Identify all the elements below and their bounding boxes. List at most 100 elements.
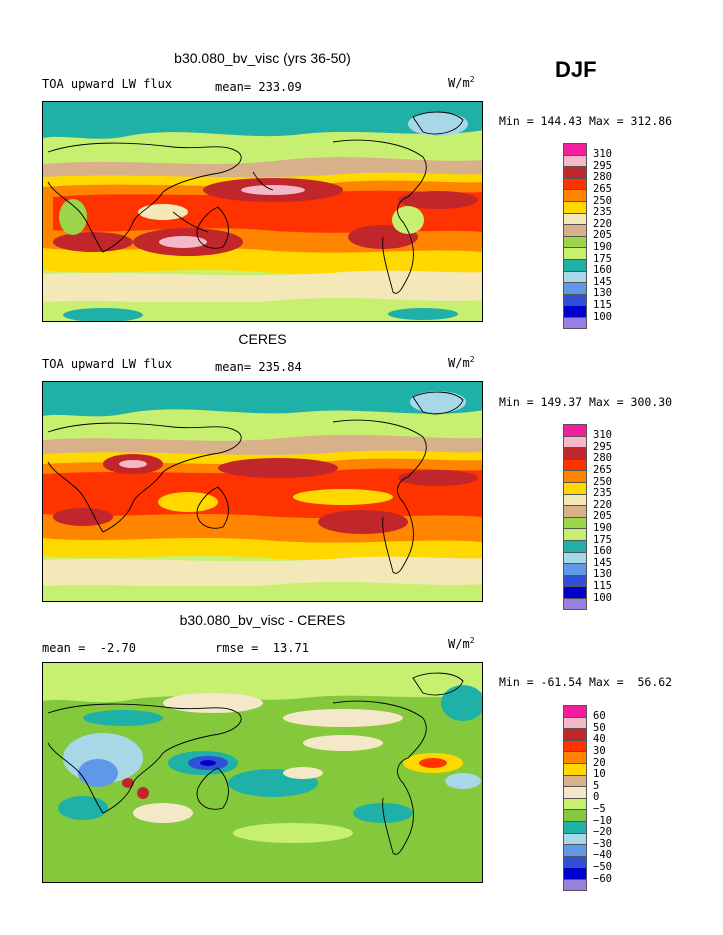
colorbar-level-label: −30	[593, 837, 612, 850]
colorbar-swatch	[563, 705, 587, 717]
colorbar-level-label: 280	[593, 452, 612, 465]
colorbar-level-label: 190	[593, 240, 612, 253]
colorbar-swatch	[563, 586, 587, 598]
panel-2-minmax: Min = 149.37 Max = 300.30	[499, 395, 673, 409]
colorbar-swatch	[563, 855, 587, 868]
colorbar-level-label: 160	[593, 264, 612, 277]
colorbar-level-label: 40	[593, 733, 606, 746]
colorbar-swatch	[563, 316, 587, 329]
colorbar-swatch	[563, 458, 587, 471]
colorbar-level-label: 100	[593, 591, 612, 604]
colorbar-level-label: 0	[593, 791, 600, 804]
colorbar-level-label: −10	[593, 814, 612, 827]
panel-3-rmse-label: rmse = 13.71	[215, 641, 309, 655]
colorbar-level-label: 130	[593, 287, 612, 300]
colorbar-level-label: 265	[593, 463, 612, 476]
colorbar-swatch	[563, 751, 587, 763]
colorbar-swatch	[563, 481, 587, 494]
colorbar-level-label: 175	[593, 252, 612, 265]
colorbar-level-label: −40	[593, 849, 612, 862]
panel-3-minmax: Min = -61.54 Max = 56.62	[499, 675, 673, 689]
colorbar-swatch	[563, 258, 587, 271]
colorbar-level-label: 295	[593, 159, 612, 172]
colorbar-swatch	[563, 247, 587, 259]
colorbar-swatch	[563, 597, 587, 610]
colorbar-swatch	[563, 212, 587, 225]
colorbar-level-label: 235	[593, 206, 612, 219]
colorbar-level-label: 10	[593, 768, 606, 781]
colorbar-swatch	[563, 563, 587, 575]
colorbar-swatch	[563, 551, 587, 564]
colorbar-level-label: 310	[593, 148, 612, 161]
colorbar-level-label: 160	[593, 545, 612, 558]
colorbar-swatch	[563, 844, 587, 856]
panel-3-map	[42, 662, 483, 883]
colorbar-swatch	[563, 786, 587, 798]
colorbar-swatch	[563, 493, 587, 506]
colorbar-level-label: 130	[593, 568, 612, 581]
panel-3-title: b30.080_bv_visc - CERES	[179, 612, 346, 628]
colorbar-level-label: 190	[593, 521, 612, 534]
colorbar-level-label: 5	[593, 779, 600, 792]
colorbar-swatch	[563, 470, 587, 482]
panel-2-title: CERES	[238, 331, 287, 347]
colorbar-swatch	[563, 235, 587, 248]
colorbar-swatch	[563, 189, 587, 201]
panel-3-units: W/m2	[448, 636, 475, 651]
colorbar-level-label: 310	[593, 429, 612, 442]
colorbar-level-label: 280	[593, 171, 612, 184]
colorbar-swatch	[563, 270, 587, 283]
colorbar-swatch	[563, 424, 587, 436]
colorbar-swatch	[563, 166, 587, 178]
colorbar-level-label: 295	[593, 440, 612, 453]
colorbar-swatch	[563, 505, 587, 517]
colorbar-swatch	[563, 739, 587, 752]
colorbar-level-label: 220	[593, 498, 612, 511]
colorbar-level-label: 205	[593, 510, 612, 523]
colorbar-swatch	[563, 820, 587, 833]
colorbar-level-label: −60	[593, 872, 612, 885]
colorbar-level-label: 145	[593, 275, 612, 288]
colorbar-level-label: 115	[593, 579, 612, 592]
panel-1-colorbar	[563, 143, 587, 329]
colorbar-level-label: 235	[593, 487, 612, 500]
colorbar-swatch	[563, 528, 587, 540]
colorbar-swatch	[563, 539, 587, 552]
colorbar-swatch	[563, 809, 587, 821]
panel-1-minmax: Min = 144.43 Max = 312.86	[499, 114, 673, 128]
colorbar-level-label: 30	[593, 744, 606, 757]
colorbar-level-label: −5	[593, 802, 606, 815]
colorbar-level-label: 50	[593, 721, 606, 734]
colorbar-swatch	[563, 716, 587, 729]
colorbar-swatch	[563, 143, 587, 155]
panel-1-title: b30.080_bv_visc (yrs 36-50)	[174, 50, 351, 66]
colorbar-swatch	[563, 774, 587, 787]
panel-1-variable-label: TOA upward LW flux	[42, 77, 173, 91]
colorbar-swatch	[563, 728, 587, 740]
colorbar-level-label: 250	[593, 475, 612, 488]
colorbar-swatch	[563, 282, 587, 294]
colorbar-swatch	[563, 224, 587, 236]
colorbar-swatch	[563, 154, 587, 167]
colorbar-swatch	[563, 447, 587, 459]
colorbar-level-label: 145	[593, 556, 612, 569]
season-label: DJF	[555, 57, 597, 82]
colorbar-level-label: 265	[593, 182, 612, 195]
colorbar-swatch	[563, 516, 587, 529]
panel-1-map	[42, 101, 483, 322]
panel-2-variable-label: TOA upward LW flux	[42, 357, 173, 371]
colorbar-level-label: 220	[593, 217, 612, 230]
colorbar-level-label: 60	[593, 710, 606, 723]
colorbar-swatch	[563, 574, 587, 587]
colorbar-level-label: 250	[593, 194, 612, 207]
colorbar-swatch	[563, 762, 587, 775]
colorbar-swatch	[563, 867, 587, 879]
colorbar-swatch	[563, 832, 587, 845]
colorbar-swatch	[563, 177, 587, 190]
colorbar-level-label: −50	[593, 860, 612, 873]
panel-3-colorbar	[563, 705, 587, 891]
panel-2-colorbar	[563, 424, 587, 610]
colorbar-swatch	[563, 797, 587, 810]
colorbar-swatch	[563, 305, 587, 317]
colorbar-swatch	[563, 293, 587, 306]
